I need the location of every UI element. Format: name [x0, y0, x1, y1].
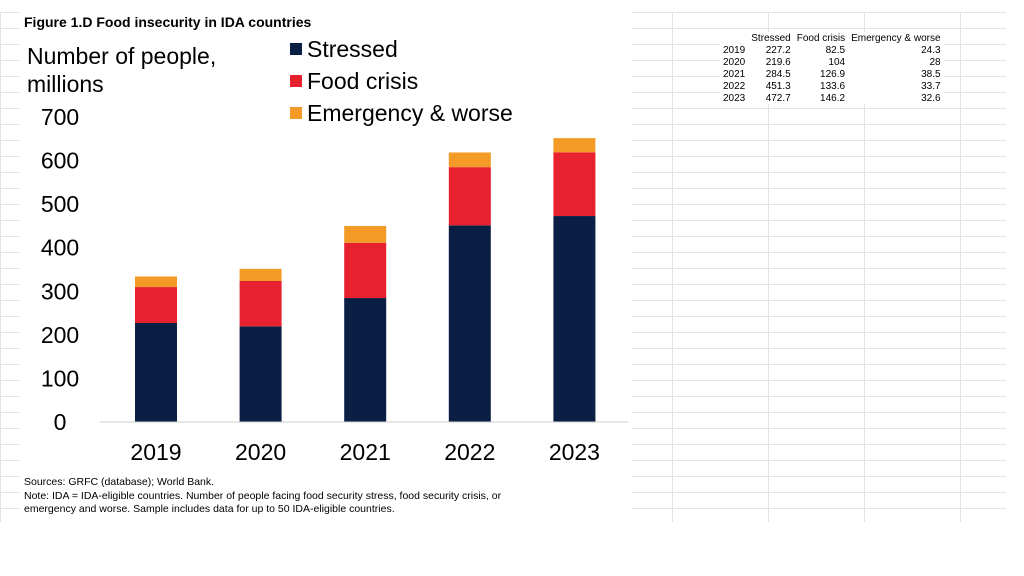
- bar-segment-2020-2: [239, 268, 282, 282]
- legend-swatch-1: [290, 75, 302, 87]
- table-header-row: Stressed Food crisis Emergency & worse: [720, 32, 944, 44]
- table-cell: 227.2: [765, 44, 791, 56]
- bar-segment-2021-0: [344, 298, 387, 422]
- bar-segment-2022-0: [448, 225, 491, 422]
- table-cell: 126.9: [820, 68, 846, 80]
- legend-swatch-0: [290, 43, 302, 55]
- table-cell: 219.6: [765, 56, 791, 68]
- table-header-stressed: Stressed: [751, 32, 791, 44]
- bar-segment-2021-2: [344, 225, 387, 243]
- bars: [135, 138, 596, 422]
- table-header-corner: [720, 32, 748, 44]
- table-cell: 24.3: [921, 44, 941, 56]
- table-header-emergency: Emergency & worse: [851, 32, 941, 44]
- table-cell: 38.5: [921, 68, 941, 80]
- bar-segment-2023-1: [553, 152, 596, 217]
- note-text-line2: emergency and worse. Sample includes dat…: [24, 503, 395, 515]
- figure-title: Figure 1.D Food insecurity in IDA countr…: [24, 14, 312, 30]
- y-tick-label: 0: [54, 409, 67, 435]
- bar-segment-2023-0: [553, 216, 596, 422]
- data-table: Stressed Food crisis Emergency & worse 2…: [720, 32, 944, 104]
- y-tick-label: 600: [41, 148, 79, 174]
- legend-label-1: Food crisis: [307, 68, 418, 94]
- table-cell: 104: [828, 56, 846, 68]
- y-axis-ticks: 0 100 200 300 400 500 600 700: [41, 104, 79, 435]
- footnotes: Sources: GRFC (database); World Bank. No…: [24, 476, 501, 517]
- table-header-food-crisis: Food crisis: [796, 32, 846, 44]
- figure-panel: [20, 12, 632, 522]
- legend-label-2: Emergency & worse: [307, 100, 513, 126]
- note-text-line1: Note: IDA = IDA-eligible countries. Numb…: [24, 489, 502, 502]
- y-tick-label: 700: [41, 104, 79, 130]
- table-cell-year: 2023: [723, 92, 746, 104]
- table-cell: 33.7: [921, 80, 941, 92]
- legend: Stressed Food crisis Emergency & worse: [290, 36, 513, 126]
- y-tick-label: 400: [41, 235, 79, 261]
- bar-segment-2020-0: [239, 326, 282, 422]
- table-row: 2023 472.7 146.2 32.6: [720, 92, 944, 104]
- table-cell: 82.5: [825, 44, 846, 56]
- bar-segment-2021-1: [344, 242, 387, 299]
- bar-segment-2020-1: [239, 281, 282, 327]
- bar-segment-2022-2: [448, 152, 491, 168]
- x-tick-label: 2023: [549, 439, 600, 465]
- stacked-bar-chart: Number of people, millions Stressed Food …: [27, 36, 628, 465]
- y-axis-label-line1: Number of people,: [27, 43, 216, 69]
- x-axis-ticks: 2019 2020 2021 2022 2023: [130, 439, 600, 465]
- table-cell: 284.5: [765, 68, 791, 80]
- bar-segment-2019-0: [135, 323, 177, 422]
- table-cell-year: 2022: [723, 80, 746, 92]
- bar-segment-2019-1: [135, 287, 177, 324]
- table-cell: 451.3: [765, 80, 791, 92]
- table-cell: 32.6: [921, 92, 941, 104]
- table-row: 2022 451.3 133.6 33.7: [720, 80, 944, 92]
- table-cell-year: 2021: [723, 68, 746, 80]
- table-cell: 28: [929, 56, 941, 68]
- table-cell: 146.2: [820, 92, 846, 104]
- bar-segment-2023-2: [553, 138, 596, 153]
- table-cell-year: 2020: [723, 56, 746, 68]
- y-tick-label: 100: [41, 365, 79, 391]
- sources-text: Sources: GRFC (database); World Bank.: [24, 476, 215, 488]
- legend-label-0: Stressed: [307, 36, 398, 62]
- x-tick-label: 2022: [444, 439, 495, 465]
- table-cell: 133.6: [820, 80, 846, 92]
- y-tick-label: 500: [41, 191, 79, 217]
- table-row: 2020 219.6 104 28: [720, 56, 944, 68]
- bar-segment-2022-1: [448, 167, 491, 226]
- legend-swatch-2: [290, 107, 302, 119]
- table-row: 2019 227.2 82.5 24.3: [720, 44, 944, 56]
- x-tick-label: 2020: [235, 439, 286, 465]
- x-tick-label: 2019: [130, 439, 181, 465]
- table-row: 2021 284.5 126.9 38.5: [720, 68, 944, 80]
- y-tick-label: 200: [41, 322, 79, 348]
- x-tick-label: 2021: [340, 439, 391, 465]
- y-axis-label-line2: millions: [27, 71, 104, 97]
- table-cell: 472.7: [765, 92, 791, 104]
- bar-segment-2019-2: [135, 276, 177, 288]
- table-cell-year: 2019: [723, 44, 746, 56]
- y-tick-label: 300: [41, 278, 79, 304]
